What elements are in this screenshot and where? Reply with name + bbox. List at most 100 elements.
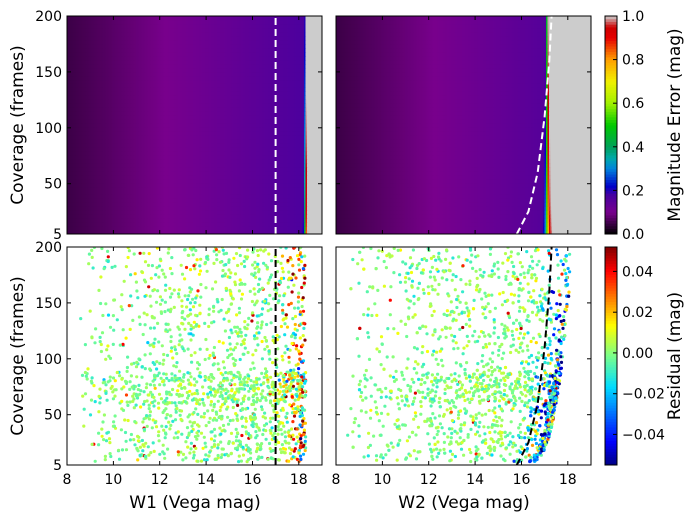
heatmap-cell — [83, 182, 86, 188]
heatmap-cell — [130, 210, 133, 215]
heatmap-cell — [253, 126, 256, 132]
heatmap-cell — [241, 138, 244, 144]
heatmap-cell — [197, 126, 200, 132]
heatmap-cell — [211, 174, 214, 180]
heatmap-cell — [109, 214, 112, 219]
heatmap-cell — [217, 134, 220, 140]
heatmap-cell — [196, 190, 199, 195]
heatmap-cell — [103, 134, 106, 140]
heatmap-cell — [142, 218, 145, 223]
heatmap-cell — [170, 123, 173, 128]
heatmap-cell — [218, 123, 221, 128]
heatmap-cell — [241, 214, 244, 219]
heatmap-cell — [281, 154, 284, 160]
heatmap-cell — [178, 146, 181, 152]
heatmap-cell — [197, 146, 200, 152]
heatmap-cell — [215, 202, 218, 207]
heatmap-cell — [115, 119, 118, 124]
heatmap-cell — [97, 123, 100, 128]
heatmap-cell — [80, 198, 83, 203]
heatmap-cell — [254, 130, 257, 136]
heatmap-cell — [98, 230, 101, 234]
heatmap-cell — [74, 146, 77, 152]
heatmap-cell — [314, 170, 317, 176]
heatmap-cell — [307, 218, 310, 223]
heatmap-cell — [244, 178, 247, 184]
heatmap-cell — [86, 166, 89, 172]
heatmap-cell — [256, 123, 259, 128]
heatmap-cell — [166, 210, 169, 215]
heatmap-cell — [128, 154, 131, 160]
heatmap-cell — [215, 182, 218, 188]
heatmap-cell — [161, 174, 164, 180]
heatmap-cell — [251, 226, 254, 231]
heatmap-cell — [298, 146, 301, 152]
heatmap-cell — [260, 206, 263, 211]
heatmap-cell — [212, 186, 215, 191]
heatmap-cell — [158, 162, 161, 168]
heatmap-cell — [205, 222, 208, 227]
heatmap-cell — [199, 146, 202, 152]
heatmap-cell — [301, 190, 304, 195]
heatmap-cell — [107, 150, 110, 156]
heatmap-cell — [220, 134, 223, 140]
heatmap-cell — [275, 178, 278, 184]
heatmap-cell — [313, 190, 316, 195]
heatmap-cell — [163, 115, 166, 120]
heatmap-cell — [275, 210, 278, 215]
heatmap-cell — [175, 174, 178, 180]
heatmap-cell — [100, 170, 103, 176]
heatmap-cell — [191, 218, 194, 223]
heatmap-cell — [194, 210, 197, 215]
heatmap-cell — [155, 226, 158, 231]
heatmap-cell — [245, 198, 248, 203]
heatmap-cell — [233, 146, 236, 152]
heatmap-cell — [97, 138, 100, 144]
heatmap-cell — [280, 178, 283, 184]
heatmap-cell — [281, 206, 284, 211]
heatmap-cell — [130, 170, 133, 176]
heatmap-cell — [149, 198, 152, 203]
heatmap-cell — [229, 142, 232, 148]
heatmap-cell — [100, 146, 103, 152]
heatmap-cell — [301, 210, 304, 215]
heatmap-cell — [289, 146, 292, 152]
heatmap-cell — [71, 218, 74, 223]
heatmap-cell — [146, 126, 149, 132]
heatmap-cell — [109, 166, 112, 172]
heatmap-cell — [142, 214, 145, 219]
heatmap-cell — [76, 230, 79, 234]
heatmap-cell — [292, 186, 295, 191]
heatmap-cell — [155, 198, 158, 203]
heatmap-cell — [220, 218, 223, 223]
heatmap-cell — [77, 119, 80, 124]
heatmap-cell — [158, 178, 161, 184]
heatmap-cell — [211, 218, 214, 223]
heatmap-cell — [136, 218, 139, 223]
heatmap-cell — [227, 218, 230, 223]
heatmap-cell — [197, 142, 200, 148]
heatmap-cell — [247, 150, 250, 156]
heatmap-cell — [314, 158, 317, 164]
heatmap-cell — [202, 190, 205, 195]
heatmap-cell — [169, 214, 172, 219]
heatmap-cell — [151, 182, 154, 188]
heatmap-cell — [290, 230, 293, 234]
heatmap-cell — [194, 182, 197, 188]
heatmap-cell — [284, 130, 287, 136]
heatmap-cell — [281, 123, 284, 128]
heatmap-cell — [236, 134, 239, 140]
heatmap-cell — [272, 186, 275, 191]
heatmap-cell — [269, 123, 272, 128]
heatmap-cell — [163, 202, 166, 207]
heatmap-cell — [214, 130, 217, 136]
heatmap-cell — [263, 214, 266, 219]
heatmap-cell — [164, 222, 167, 227]
heatmap-cell — [269, 210, 272, 215]
heatmap-cell — [71, 174, 74, 180]
heatmap-cell — [205, 130, 208, 136]
heatmap-cell — [170, 174, 173, 180]
heatmap-cell — [194, 142, 197, 148]
heatmap-cell — [239, 150, 242, 156]
heatmap-cell — [253, 134, 256, 140]
